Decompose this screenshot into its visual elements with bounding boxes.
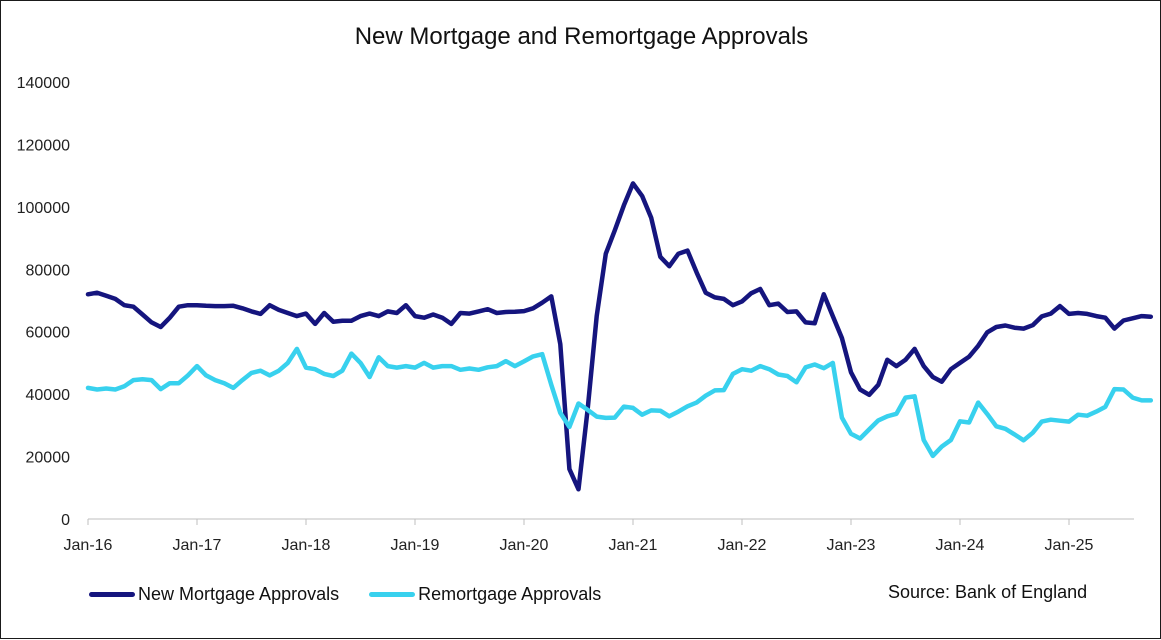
- legend-label-new-mortgage: New Mortgage Approvals: [138, 584, 340, 604]
- x-tick-label: Jan-18: [282, 537, 331, 554]
- y-tick-label: 0: [61, 512, 70, 529]
- x-tick-label: Jan-20: [500, 537, 549, 554]
- series-line-remortgage-approvals: [85, 346, 1154, 459]
- legend-item-remortgage: Remortgage Approvals: [369, 584, 601, 605]
- y-tick-label: 60000: [26, 325, 71, 342]
- y-tick-label: 80000: [26, 262, 71, 279]
- y-tick-label: 100000: [17, 200, 70, 217]
- x-tick-label: Jan-19: [391, 537, 440, 554]
- y-tick-label: 40000: [26, 387, 71, 404]
- legend-swatch-remortgage: [369, 592, 416, 597]
- x-tick-label: Jan-24: [936, 537, 985, 554]
- x-tick-label: Jan-17: [173, 537, 222, 554]
- x-tick-label: Jan-16: [64, 537, 113, 554]
- y-tick-label: 120000: [17, 137, 70, 154]
- chart-title: New Mortgage and Remortgage Approvals: [354, 23, 809, 50]
- x-tick-label: Jan-23: [827, 537, 876, 554]
- legend-swatch-new-mortgage: [89, 592, 135, 597]
- series-line-new-mortgage-approvals: [85, 181, 1154, 492]
- legend-item-new-mortgage: New Mortgage Approvals: [89, 584, 339, 605]
- y-tick-label: 140000: [17, 75, 70, 92]
- chart-legend: New Mortgage Approvals Remortgage Approv…: [89, 584, 631, 605]
- y-tick-label: 20000: [26, 450, 71, 467]
- source-note: Source: Bank of England: [888, 582, 1088, 602]
- x-tick-label: Jan-25: [1045, 537, 1094, 554]
- legend-label-remortgage: Remortgage Approvals: [418, 584, 602, 604]
- x-tick-label: Jan-22: [718, 537, 767, 554]
- x-tick-label: Jan-21: [609, 537, 658, 554]
